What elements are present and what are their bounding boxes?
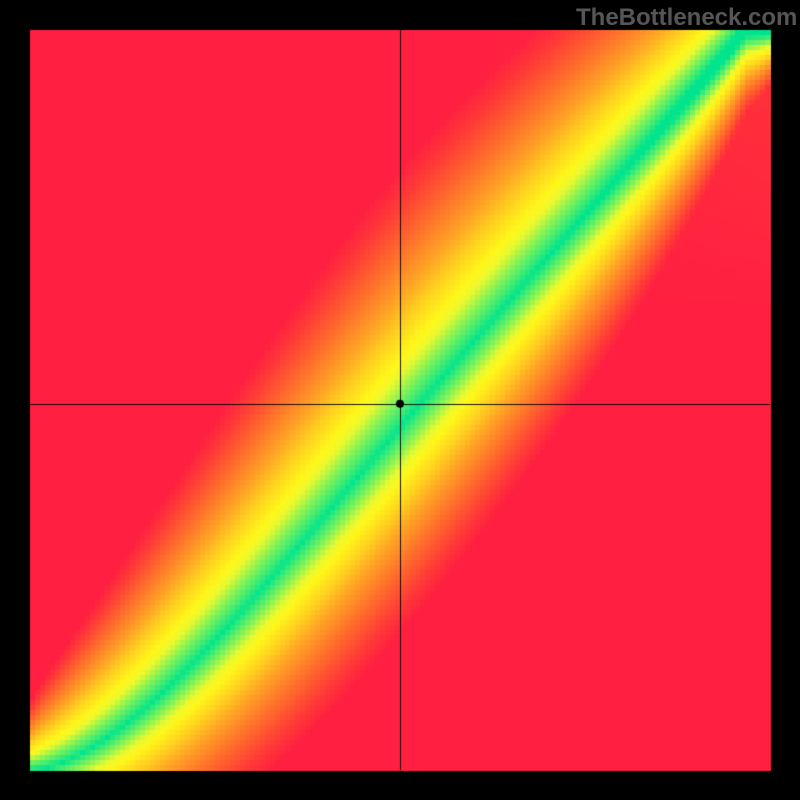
- bottleneck-heatmap: [0, 0, 800, 800]
- watermark-text: TheBottleneck.com: [576, 4, 797, 32]
